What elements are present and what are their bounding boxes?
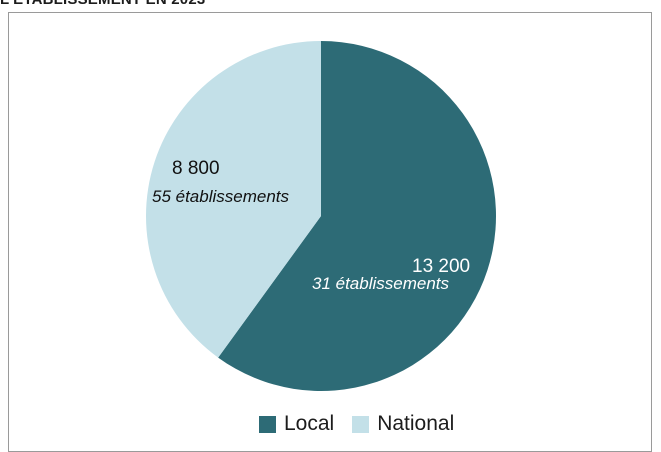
pie-chart [145,40,496,391]
pie-slice-local [218,41,496,391]
legend-label-national: National [377,412,455,435]
national-value-label: 8 800 [172,158,220,179]
legend-label-local: Local [284,412,335,435]
pie-slice-national [145,40,321,358]
chart-legend: Local National [259,412,454,436]
legend-item-local: Local [259,412,334,436]
chart-title-clipped: L'ÉTABLISSEMENT EN 2023 [0,0,205,8]
local-value-label: 13 200 [412,256,471,277]
local-count-label: 31 établissements [312,274,450,293]
legend-swatch-national [352,415,370,433]
legend-item-national: National [352,412,454,436]
national-count-label: 55 établissements [152,187,290,206]
legend-swatch-local [259,415,276,433]
